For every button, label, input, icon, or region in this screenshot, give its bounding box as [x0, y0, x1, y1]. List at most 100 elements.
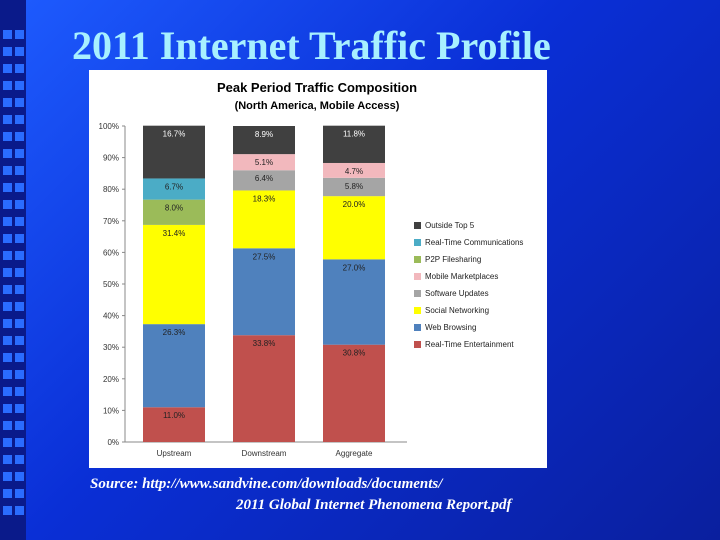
data-label: 5.1%: [255, 158, 273, 167]
legend-swatch: [414, 273, 421, 280]
bar-segment: [143, 125, 205, 179]
data-label: 33.8%: [253, 339, 276, 348]
legend-label: Real-Time Entertainment: [425, 340, 514, 349]
data-label: 11.0%: [163, 411, 185, 420]
legend-label: Real-Time Communications: [425, 238, 523, 247]
decorative-square: [15, 81, 24, 90]
decorative-square: [3, 64, 12, 73]
decorative-square: [15, 183, 24, 192]
left-decoration-strip: [0, 0, 26, 540]
decorative-square: [15, 234, 24, 243]
source-citation: Source: http://www.sandvine.com/download…: [90, 474, 650, 516]
data-label: 16.7%: [163, 130, 186, 139]
decorative-square: [3, 353, 12, 362]
y-tick-label: 80%: [103, 185, 119, 194]
bar-segment: [233, 126, 295, 155]
y-tick-label: 100%: [99, 122, 119, 131]
decorative-square: [3, 285, 12, 294]
legend-label: Mobile Marketplaces: [425, 272, 498, 281]
decorative-square: [3, 30, 12, 39]
y-tick-label: 20%: [103, 375, 119, 384]
decorative-square: [3, 149, 12, 158]
y-tick-label: 60%: [103, 248, 119, 257]
legend-swatch: [414, 256, 421, 263]
decorative-square: [3, 336, 12, 345]
decorative-square: [15, 302, 24, 311]
decorative-square: [15, 336, 24, 345]
data-label: 20.0%: [343, 200, 366, 209]
decorative-square: [3, 200, 12, 209]
stacked-bar-chart: Peak Period Traffic Composition (North A…: [99, 80, 524, 458]
legend-swatch: [414, 324, 421, 331]
data-label: 27.0%: [343, 263, 366, 272]
y-tick-label: 90%: [103, 154, 119, 163]
decorative-square: [3, 455, 12, 464]
decorative-square: [3, 183, 12, 192]
decorative-square: [15, 115, 24, 124]
decorative-square: [15, 404, 24, 413]
bar-segment: [323, 177, 385, 197]
decorative-square: [3, 472, 12, 481]
decorative-square: [15, 387, 24, 396]
decorative-square: [3, 302, 12, 311]
bar-segment: [233, 170, 295, 191]
legend-label: Web Browsing: [425, 323, 476, 332]
decorative-square: [3, 115, 12, 124]
bar-segment: [323, 196, 385, 260]
decorative-square: [3, 387, 12, 396]
data-label: 8.0%: [165, 204, 183, 213]
decorative-square: [15, 472, 24, 481]
slide-title: 2011 Internet Traffic Profile: [72, 23, 551, 68]
decorative-square: [3, 370, 12, 379]
decorative-square: [3, 404, 12, 413]
decorative-square: [3, 132, 12, 141]
decorative-square: [15, 64, 24, 73]
decorative-square: [15, 47, 24, 56]
decorative-square: [15, 30, 24, 39]
bar-segment: [143, 407, 205, 442]
decorative-square: [15, 370, 24, 379]
decorative-square: [15, 217, 24, 226]
decorative-square: [3, 489, 12, 498]
legend-swatch: [414, 341, 421, 348]
decorative-square: [15, 489, 24, 498]
decorative-square: [3, 81, 12, 90]
decorative-square: [3, 268, 12, 277]
data-label: 5.8%: [345, 182, 363, 191]
data-label: 6.7%: [165, 182, 183, 191]
decorative-square: [15, 285, 24, 294]
x-tick-label: Downstream: [242, 449, 287, 458]
decorative-square: [3, 47, 12, 56]
source-line-1: Source: http://www.sandvine.com/download…: [90, 476, 443, 492]
data-label: 30.8%: [343, 349, 366, 358]
legend-label: P2P Filesharing: [425, 255, 481, 264]
decorative-square: [3, 166, 12, 175]
decorative-square: [15, 438, 24, 447]
data-label: 18.3%: [253, 194, 276, 203]
chart-panel: Peak Period Traffic Composition (North A…: [89, 70, 547, 468]
decorative-square: [3, 506, 12, 515]
data-label: 6.4%: [255, 174, 273, 183]
decorative-square: [15, 200, 24, 209]
bar-segment: [323, 259, 385, 345]
decorative-square: [15, 98, 24, 107]
bar-segment: [323, 344, 385, 442]
bar-segment: [323, 125, 385, 163]
legend-swatch: [414, 290, 421, 297]
bar-segment: [233, 190, 295, 249]
decorative-square: [3, 98, 12, 107]
y-tick-label: 40%: [103, 312, 119, 321]
bar-segment: [143, 224, 205, 325]
decorative-square: [3, 421, 12, 430]
y-tick-label: 50%: [103, 280, 119, 289]
bar-segment: [233, 248, 295, 336]
y-tick-label: 10%: [103, 406, 119, 415]
y-tick-label: 0%: [107, 438, 119, 447]
chart-title: Peak Period Traffic Composition: [217, 80, 417, 95]
data-label: 26.3%: [163, 328, 186, 337]
y-tick-label: 30%: [103, 343, 119, 352]
bar-segment: [323, 162, 385, 178]
y-tick-label: 70%: [103, 217, 119, 226]
legend-label: Outside Top 5: [425, 221, 475, 230]
data-label: 31.4%: [163, 229, 186, 238]
